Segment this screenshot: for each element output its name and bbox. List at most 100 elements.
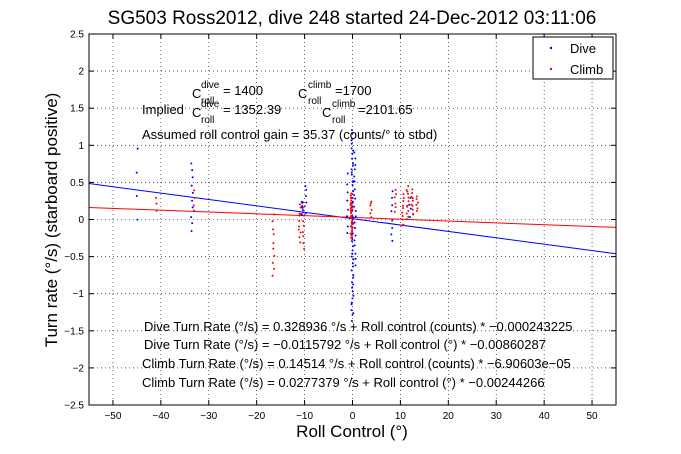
data-point-dive [350,309,353,312]
data-point-dive [350,139,353,142]
data-point-dive [350,240,353,243]
data-point-climb [302,206,305,209]
data-point-dive [354,227,357,229]
x-axis-label: Roll Control (°) [296,422,408,441]
data-point-climb [415,209,418,212]
y-tick-label: −1.5 [64,326,84,337]
data-point-dive [305,188,308,191]
data-point-climb [302,220,305,223]
c-roll-dive-value: = 1400 [223,83,263,98]
data-point-dive [391,239,394,242]
data-point-climb [407,200,410,203]
data-point-dive [353,175,356,178]
data-point-dive [390,210,393,213]
implied-dive-sub: roll [201,115,214,126]
data-point-climb [302,235,305,238]
data-point-dive [191,169,194,172]
data-point-climb [393,196,396,199]
data-point-dive [191,191,194,194]
data-point-climb [405,218,408,221]
data-point-climb [299,206,302,209]
data-points [135,128,420,322]
data-point-climb [349,215,352,218]
data-point-dive [391,219,394,222]
data-point-dive [354,252,357,255]
data-point-dive [190,229,193,232]
data-point-climb [350,225,353,228]
y-tick-label: −0.5 [64,252,84,263]
data-point-climb [401,215,404,217]
data-point-dive [135,171,138,174]
data-point-dive [351,184,354,187]
x-tick-label: 0 [350,411,356,422]
data-point-dive [301,201,304,204]
data-point-dive [351,297,354,300]
data-point-climb [411,199,414,202]
data-point-climb [405,212,408,215]
data-point-dive [136,218,139,221]
data-point-dive [352,294,355,297]
data-point-dive [391,196,394,199]
x-tick-label: 30 [491,411,503,422]
data-point-dive [304,194,307,197]
data-point-climb [350,206,353,209]
data-point-dive [351,262,354,265]
data-point-climb [272,233,275,236]
y-tick-label: 1.5 [70,104,84,115]
annotation-roll-gain: Assumed roll control gain = 35.37 (count… [142,127,437,142]
data-point-dive [350,281,353,284]
legend-climb-label: Climb [570,62,603,77]
data-point-climb [411,192,414,195]
data-point-dive [191,176,194,179]
data-point-dive [350,269,353,272]
data-point-dive [391,190,394,193]
data-point-climb [350,216,353,219]
data-point-climb [402,204,405,207]
data-point-dive [350,168,353,171]
data-point-climb [402,200,405,203]
data-point-climb [349,209,352,212]
data-point-climb [350,199,353,202]
c-roll-climb-symbol: C [298,86,307,101]
data-point-dive [391,204,394,207]
data-point-dive [301,211,304,214]
data-point-climb [298,219,301,222]
data-point-climb [272,228,275,231]
data-point-dive [345,215,348,218]
data-point-dive [351,162,354,165]
data-point-climb [350,222,353,225]
implied-prefix: Implied [142,102,184,117]
data-point-dive [353,180,356,183]
implied-dive-value: = 1352.39 [223,102,281,117]
data-point-climb [298,212,301,215]
data-point-climb [402,197,405,200]
data-point-dive [352,258,355,261]
data-point-climb [350,212,353,215]
y-tick-label: 0 [78,215,84,226]
data-point-dive [354,157,357,160]
data-point-dive [351,137,354,140]
data-point-dive [346,183,349,186]
implied-dive-sup: dive [201,99,220,110]
data-point-dive [350,171,353,174]
data-point-climb [351,229,354,232]
data-point-climb [350,232,353,235]
data-point-climb [298,236,301,239]
data-point-dive [352,283,355,286]
data-point-climb [272,242,275,245]
implied-climb-sup: climb [332,99,356,110]
data-point-climb [415,203,418,206]
data-point-climb [415,195,418,198]
legend-box [532,36,614,80]
x-tick-labels: −50 −40 −30 −20 −10 0 10 20 30 40 50 [104,411,598,422]
legend: Dive Climb [532,36,614,80]
data-point-climb [370,216,373,219]
data-point-dive [353,151,356,154]
data-point-climb [351,227,354,230]
data-point-dive [351,237,354,240]
data-point-dive [304,212,307,215]
x-tick-label: 40 [539,411,551,422]
x-tick-label: −40 [152,411,169,422]
data-point-climb [298,214,301,217]
data-point-dive [352,190,355,193]
